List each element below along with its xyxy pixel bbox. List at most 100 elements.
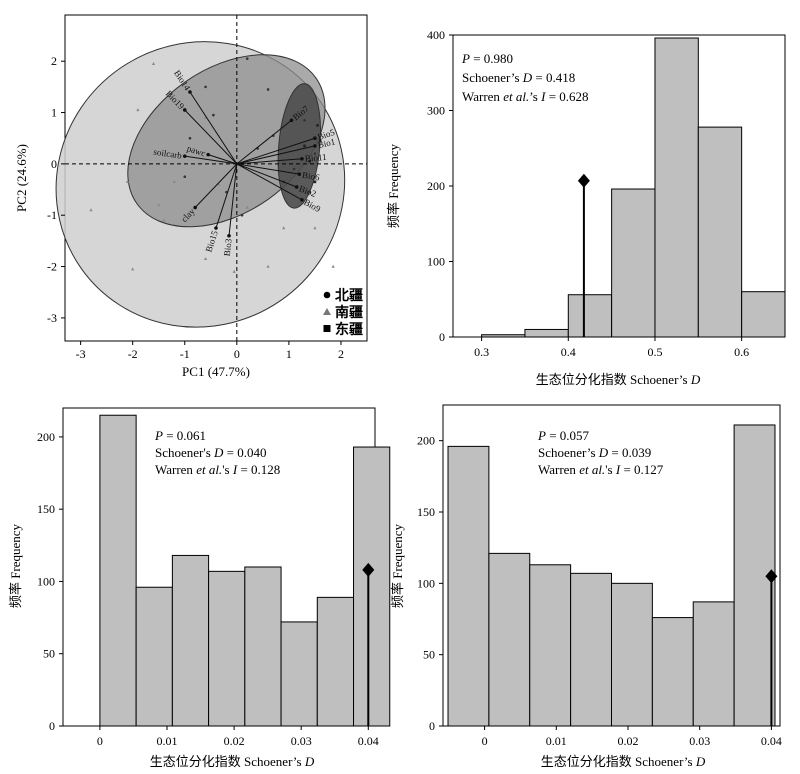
x-tick-label: 0.01 [546, 734, 567, 748]
point-south [313, 226, 317, 230]
vector-label-bio6: Bio6 [301, 170, 320, 183]
vector-head-bio14 [188, 90, 192, 94]
histogram-bar [481, 334, 526, 338]
x-tick-label: 0.4 [561, 345, 576, 359]
hist3-ticks: 0 0.01 0.02 0.03 0.04 0 50 100 150 200 [417, 434, 782, 748]
ellipse-north [127, 54, 326, 228]
y-tick-label: 0 [429, 719, 435, 733]
vector-head-bio15 [214, 226, 218, 230]
hist2-ticks: 0 0.01 0.02 0.03 0.04 0 50 100 150 200 [37, 430, 379, 748]
vector-head-bio6 [297, 172, 302, 176]
point-north [240, 213, 244, 217]
point-south [203, 257, 208, 261]
y-tick-label: 200 [417, 434, 435, 448]
hist1-observed [577, 173, 590, 337]
legend-marker-east [323, 325, 331, 332]
vector-bio7 [236, 119, 292, 165]
sample-points [89, 57, 335, 273]
vector-bio2 [236, 163, 297, 188]
vector-head-bio11 [300, 156, 304, 161]
pca-x-tick-label: 1 [286, 347, 292, 361]
observed-diamond [577, 173, 590, 188]
point-south [125, 180, 130, 184]
pca-x-tick-label: 0 [234, 347, 240, 361]
hist2-x-axis-label: 生态位分化指数 Schoener’s D [150, 754, 315, 769]
group-ellipses [55, 41, 346, 328]
x-tick-label: 0.03 [689, 734, 710, 748]
histogram-bar [447, 445, 490, 727]
legend-label-south: 南疆 [335, 304, 363, 321]
legend-label-north: 北疆 [335, 288, 363, 304]
legend-marker-north [323, 291, 331, 299]
point-north [303, 118, 306, 122]
x-tick-label: 0.01 [157, 734, 178, 748]
point-east [308, 160, 312, 163]
x-tick-label: 0.3 [474, 345, 489, 359]
point-south [331, 264, 335, 268]
histogram-bar [353, 446, 391, 727]
hist2-stat-d: Schoener's D = 0.040 [155, 445, 267, 460]
observed-diamond [362, 562, 375, 577]
x-tick-label: 0.02 [224, 734, 245, 748]
hist2-stat-p: P = 0.061 [154, 428, 206, 443]
hist2-bars [99, 414, 391, 727]
point-east [303, 144, 306, 148]
hist1-y-axis-label: 频率 Frequency [386, 143, 401, 228]
vector-bio9 [236, 163, 303, 201]
pca-y-tick-label: -3 [47, 311, 57, 325]
histogram-bar [208, 570, 246, 727]
observed-diamond [765, 569, 778, 584]
x-tick-label: 0.04 [358, 734, 379, 748]
hist1-x-axis-label: 生态位分化指数 Schoener’s D [536, 372, 701, 387]
vector-bio14 [189, 91, 238, 165]
hist1-stat-p: P = 0.980 [461, 51, 513, 66]
point-east [318, 139, 322, 143]
pca-x-tick-label: -1 [180, 347, 190, 361]
pca-x-tick-label: 2 [338, 347, 344, 361]
point-north [183, 175, 187, 179]
vector-head-bio9 [300, 198, 304, 202]
vector-bio11 [236, 158, 302, 165]
point-north [204, 85, 207, 89]
y-tick-label: 50 [43, 647, 55, 661]
point-south [232, 269, 236, 273]
histogram-bar [280, 621, 318, 727]
pca-y-tick-label: 1 [51, 106, 57, 120]
vector-head-bio1 [313, 144, 317, 148]
point-south [89, 208, 93, 212]
vector-head-bio19 [182, 108, 187, 112]
point-south [136, 108, 140, 112]
point-south [203, 115, 208, 119]
pca-y-tick-label: -1 [47, 208, 57, 222]
vector-head-bio2 [294, 185, 299, 189]
y-tick-label: 100 [427, 255, 445, 269]
pca-y-axis-label: PC2 (24.6%) [14, 144, 29, 212]
point-north [292, 167, 296, 171]
histogram-bar [697, 126, 743, 338]
vector-bio1 [236, 145, 316, 165]
hist3-stat-i: Warren et al.'s I = 0.127 [538, 462, 664, 477]
histogram-bar [611, 188, 656, 338]
histogram-bar [741, 291, 786, 338]
ellipse-east [277, 83, 321, 209]
histogram-top-right: 0.3 0.4 0.5 0.6 0 100 200 300 400 P = 0.980 Scho… [386, 28, 786, 387]
hist3-stat-d: Schoener’s D = 0.039 [538, 445, 651, 460]
pca-x-tick-label: -3 [76, 347, 86, 361]
hist3-x-axis-label: 生态位分化指数 Schoener’s D [541, 754, 706, 769]
point-north [308, 190, 312, 194]
x-tick-label: 0 [97, 734, 103, 748]
point-east [313, 180, 317, 184]
hist2-y-axis-label: 频率 Frequency [8, 523, 23, 608]
vector-bio3 [228, 163, 238, 236]
histogram-bar [651, 617, 694, 727]
pca-x-tick-label: -2 [128, 347, 138, 361]
y-tick-label: 200 [37, 430, 55, 444]
pca-legend: 北疆 南疆 东疆 [323, 288, 363, 338]
pca-y-tick-label: -2 [47, 260, 57, 274]
y-tick-label: 150 [417, 505, 435, 519]
vector-bio5 [236, 137, 316, 165]
x-tick-label: 0 [482, 734, 488, 748]
